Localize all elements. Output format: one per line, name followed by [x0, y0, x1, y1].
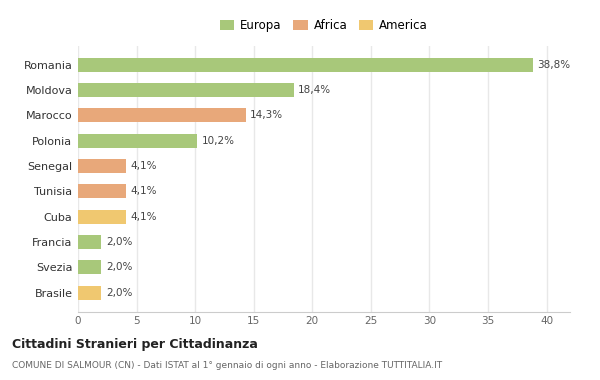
Text: 4,1%: 4,1%	[131, 212, 157, 222]
Bar	[78, 134, 197, 147]
Text: 2,0%: 2,0%	[106, 262, 133, 272]
Text: 4,1%: 4,1%	[131, 161, 157, 171]
Text: 2,0%: 2,0%	[106, 288, 133, 298]
Bar	[78, 58, 533, 71]
Bar	[78, 83, 293, 97]
Text: 18,4%: 18,4%	[298, 85, 331, 95]
Text: COMUNE DI SALMOUR (CN) - Dati ISTAT al 1° gennaio di ogni anno - Elaborazione TU: COMUNE DI SALMOUR (CN) - Dati ISTAT al 1…	[12, 361, 442, 370]
Bar	[78, 108, 245, 122]
Bar	[78, 159, 126, 173]
Bar	[78, 210, 126, 223]
Bar	[78, 286, 101, 299]
Bar	[78, 235, 101, 249]
Text: 38,8%: 38,8%	[537, 60, 571, 70]
Legend: Europa, Africa, America: Europa, Africa, America	[218, 17, 430, 34]
Bar	[78, 260, 101, 274]
Text: 10,2%: 10,2%	[202, 136, 235, 146]
Text: 2,0%: 2,0%	[106, 237, 133, 247]
Text: Cittadini Stranieri per Cittadinanza: Cittadini Stranieri per Cittadinanza	[12, 338, 258, 351]
Bar	[78, 184, 126, 198]
Text: 4,1%: 4,1%	[131, 186, 157, 196]
Text: 14,3%: 14,3%	[250, 110, 283, 120]
